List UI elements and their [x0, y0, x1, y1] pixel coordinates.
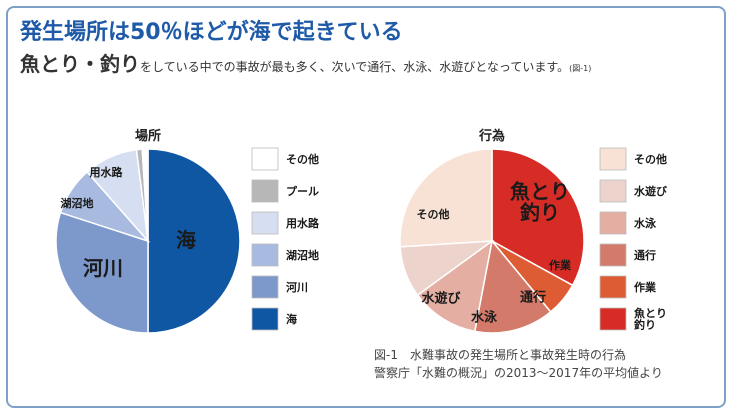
subtitle-lead: 魚とり・釣り — [20, 52, 140, 76]
activity-slice-label-4: 水遊び — [421, 291, 461, 307]
activity-slice-5 — [399, 148, 493, 248]
location-legend-label-5: 海 — [286, 312, 297, 326]
activity-slice-label-3: 水泳 — [471, 310, 498, 326]
activity-slice-3 — [416, 239, 494, 333]
location-legend-label-0: その他 — [286, 152, 319, 166]
activity-legend-swatch-2 — [599, 211, 627, 235]
activity-legend-label-5: 魚とり釣り — [634, 306, 667, 332]
activity-legend-swatch-1 — [599, 179, 627, 203]
activity-legend-swatch-3 — [599, 243, 627, 267]
activity-slice-0 — [491, 148, 585, 287]
activity-slice-label-0: 魚とり釣り — [510, 180, 570, 225]
location-legend-swatch-3 — [251, 243, 279, 267]
location-legend-label-4: 河川 — [286, 280, 308, 294]
location-slice-label-1: 河川 — [83, 256, 123, 280]
subtitle: 魚とり・釣りをしている中での事故が最も多く、次いで通行、水泳、水遊びとなっていま… — [20, 48, 591, 77]
card-frame — [6, 6, 726, 408]
location-slice-1 — [55, 211, 149, 334]
subtitle-text: をしている中での事故が最も多く、次いで通行、水泳、水遊びとなっています。 — [140, 60, 570, 74]
subtitle-ref: (図-1) — [569, 64, 592, 73]
activity-slices — [399, 148, 585, 334]
location-legend-label-1: プール — [286, 184, 319, 198]
activity-legend-swatch-4 — [599, 275, 627, 299]
figure-caption: 図-1 水難事故の発生場所と事故発生時の行為 警察庁「水難の概況」の2013〜2… — [374, 346, 663, 382]
activity-slice-label-5: その他 — [417, 207, 450, 221]
activity-legend-label-0: その他 — [634, 152, 667, 166]
activity-legend-label-3: 通行 — [634, 248, 656, 262]
location-slice-0 — [147, 148, 241, 334]
activity-slice-2 — [473, 239, 552, 334]
activity-legend-swatch-5 — [599, 307, 627, 331]
activity-legend-label-2: 水泳 — [634, 216, 657, 230]
activity-legend-swatch-0 — [599, 147, 627, 171]
location-legend-label-3: 湖沼地 — [286, 248, 319, 262]
location-slice-label-2: 湖沼地 — [61, 196, 94, 210]
activity-slice-label-2: 通行 — [520, 290, 546, 306]
activity-slice-label-1: 作業 — [549, 258, 572, 272]
location-legend-swatch-0 — [251, 147, 279, 171]
activity-legend-label-1: 水遊び — [634, 184, 668, 198]
location-chart-title: 場所 — [135, 128, 161, 144]
caption-line-1: 図-1 水難事故の発生場所と事故発生時の行為 — [374, 348, 626, 362]
activity-legend-label-4: 作業 — [634, 280, 657, 294]
location-legend-swatch-1 — [251, 179, 279, 203]
page-title: 発生場所は50％ほどが海で起きている — [20, 20, 403, 45]
caption-line-2: 警察庁「水難の概況」の2013〜2017年の平均値より — [374, 366, 663, 380]
location-slice-labels: 海河川 湖沼地 用水路 — [61, 165, 197, 280]
location-slice-5 — [141, 148, 149, 242]
location-legend-swatch-5 — [251, 307, 279, 331]
location-legend-swatch-2 — [251, 211, 279, 235]
location-legend-label-2: 用水路 — [286, 216, 320, 230]
location-slice-label-3: 用水路 — [90, 165, 124, 179]
activity-chart-title: 行為 — [478, 128, 505, 144]
location-slice-label-0: 海 — [176, 228, 196, 252]
location-slices — [55, 148, 241, 334]
location-legend-swatch-4 — [251, 275, 279, 299]
